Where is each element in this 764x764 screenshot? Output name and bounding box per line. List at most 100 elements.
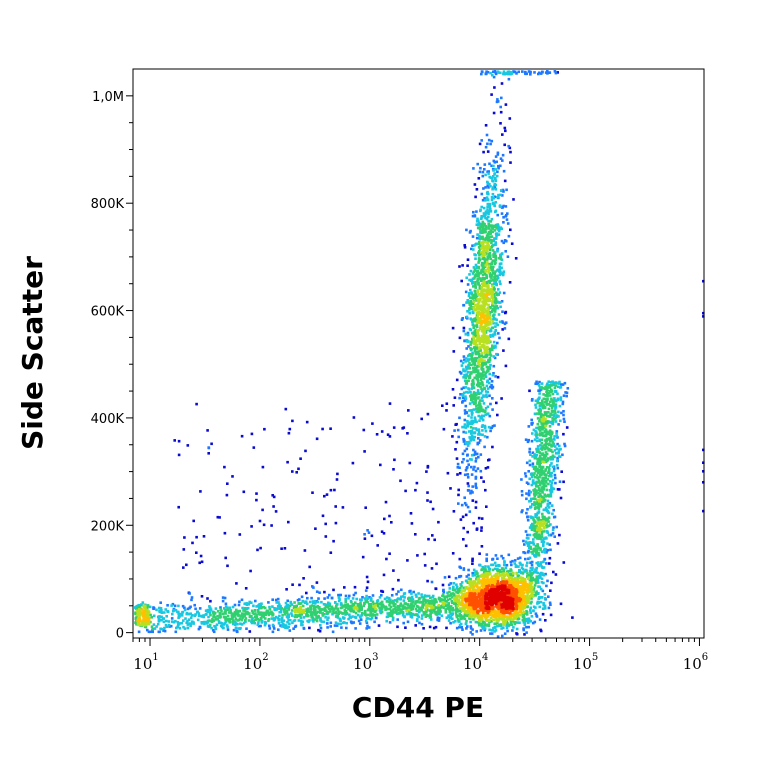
event-dot [485,211,488,215]
event-dot [411,607,415,611]
event-dot [524,557,527,561]
event-dot [340,626,343,629]
event-dot [183,536,186,539]
event-dot [470,291,473,294]
event-dot [485,393,488,397]
event-dot [476,277,479,281]
event-dot [198,626,202,629]
event-dot [472,438,476,442]
event-dot [271,598,274,601]
event-dot [467,294,471,298]
event-dot [542,566,546,569]
event-dot [513,616,516,619]
event-dot [315,611,318,615]
event-dot [558,404,562,408]
event-dot [454,448,457,451]
event-dot [376,602,379,605]
event-dot [471,571,474,575]
event-dot [484,375,488,379]
event-dot [322,620,326,624]
event-dot [552,508,555,512]
event-dot [494,258,497,261]
event-dot [477,407,480,410]
event-dot [549,455,553,459]
event-dot [507,77,511,81]
event-dot [553,445,557,448]
event-dot [470,432,473,435]
event-dot [224,612,227,615]
event-dot [536,485,539,488]
event-dot [465,503,468,507]
event-dot [294,611,297,614]
event-dot [267,613,271,617]
event-dot [430,567,434,570]
event-dot [494,225,497,229]
event-dot [559,602,563,606]
event-dot [542,460,546,464]
event-dot [236,614,239,617]
event-dot [354,627,357,630]
event-dot [248,615,252,619]
event-dot [554,452,558,455]
event-dot [474,500,478,504]
event-dot [468,394,472,398]
event-dot [508,117,512,120]
event-dot [474,253,477,257]
event-dot [401,604,405,608]
event-dot [246,606,250,610]
event-dot [501,153,505,157]
event-dot [541,460,544,464]
event-dot [550,457,554,461]
event-dot [473,416,477,419]
event-dot [216,610,220,613]
event-dot [474,506,478,509]
event-dot [548,390,552,393]
event-dot [457,435,460,439]
event-dot [452,621,455,624]
event-dot [484,354,488,358]
event-dot [424,598,427,602]
event-dot [240,618,243,622]
event-dot [546,531,549,534]
event-dot [496,635,500,638]
event-dot [562,410,565,413]
event-dot [480,529,483,532]
event-dot [191,620,194,623]
event-dot [511,629,514,632]
event-dot [542,418,546,421]
event-dot [469,390,472,394]
event-dot [150,616,154,619]
event-dot [486,299,490,303]
event-dot [415,604,419,608]
event-dot [437,619,441,622]
event-dot [483,277,486,280]
event-dot [541,458,544,461]
event-dot [531,432,534,435]
event-dot [280,547,283,550]
event-dot [494,281,497,284]
event-dot [268,608,272,611]
event-dot [488,205,491,209]
event-dot [444,611,448,614]
event-dot [524,72,527,76]
event-dot [280,618,284,621]
event-dot [491,568,495,572]
event-dot [481,300,484,303]
event-dot [471,302,475,305]
event-dot [318,629,322,633]
event-dot [377,624,381,627]
event-dot [477,381,480,385]
event-dot [456,428,460,432]
event-dot [462,329,466,333]
event-dot [463,339,466,342]
event-dot [460,364,464,367]
event-dot [467,611,470,615]
event-dot [536,571,540,575]
event-dot [474,469,478,473]
event-dot [493,70,497,73]
event-dot [502,568,506,572]
event-dot [293,625,297,629]
event-dot [198,607,202,610]
event-dot [465,390,468,394]
event-dot [469,577,472,581]
